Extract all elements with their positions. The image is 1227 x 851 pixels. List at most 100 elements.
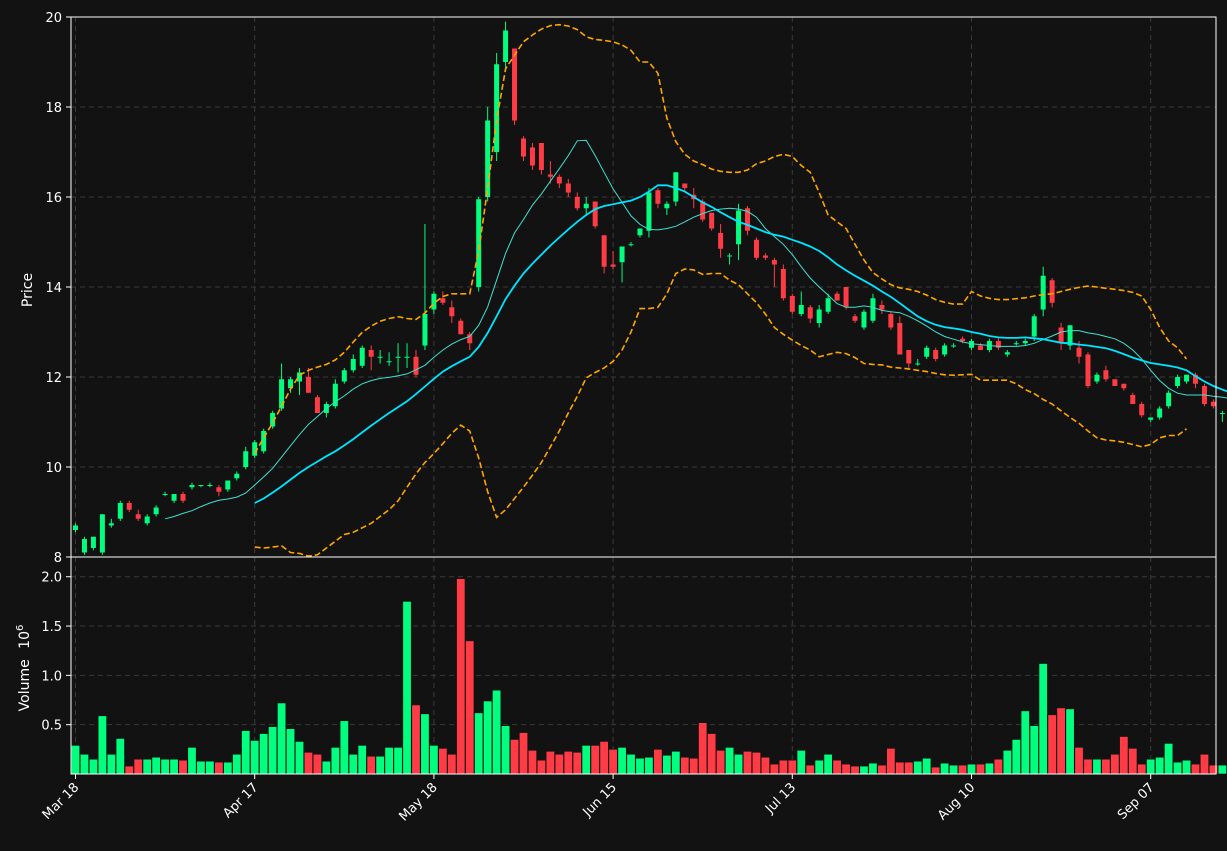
volume-bar (742, 751, 752, 775)
volume-bar (1191, 763, 1201, 775)
volume-bar (241, 730, 251, 775)
svg-text:Volume 106: Volume 106 (15, 625, 33, 712)
volume-bar (877, 764, 887, 775)
volume-bar (608, 749, 618, 775)
candle-body-up (637, 228, 643, 236)
volume-bar (1056, 707, 1066, 775)
volume-bar (590, 745, 600, 775)
candle-body-up (270, 413, 276, 427)
volume-bar (814, 759, 824, 775)
candle-body-up (870, 298, 876, 321)
price-tick-label: 8 (54, 551, 62, 566)
bollinger-upper-line (254, 23, 1188, 454)
candle-body-down (700, 201, 706, 220)
candle-body-up (225, 480, 231, 490)
volume-bar (662, 754, 672, 775)
candle-body-up (359, 347, 365, 366)
volume-bar (384, 747, 394, 775)
candle-body-down (906, 350, 912, 364)
candle-body-up (332, 383, 338, 407)
ma-long-line (254, 184, 1227, 504)
candle-body-down (1103, 370, 1109, 380)
volume-tick-label: 1.0 (41, 669, 62, 684)
volume-bar (931, 766, 941, 775)
volume-bar (169, 758, 179, 775)
volume-bar (984, 762, 994, 775)
volume-bar (993, 758, 1003, 775)
volume-bar (1182, 759, 1192, 775)
volume-bar (796, 750, 806, 775)
volume-bar (214, 761, 224, 775)
volume-bar (97, 715, 107, 775)
volume-bar (626, 753, 636, 775)
candle-body-up (727, 255, 733, 257)
volume-bar (734, 753, 744, 775)
candle-body-up (234, 473, 240, 479)
volume-bar (1137, 763, 1147, 775)
candle-body-up (628, 244, 634, 246)
candle-body-down (135, 514, 141, 519)
candle-body-down (601, 235, 607, 267)
candle-body-down (1112, 379, 1118, 386)
candle-body-down (718, 233, 724, 249)
candle-body-down (610, 264, 616, 267)
candle-body-up (485, 120, 491, 197)
volume-bar (1083, 758, 1093, 775)
volume-bar (321, 760, 331, 775)
candle-body-up (297, 372, 302, 382)
bollinger-lower-line (254, 268, 1187, 557)
volume-axis-label: Volume (17, 659, 33, 711)
volume-bar (474, 712, 484, 775)
volume-bar (492, 689, 502, 775)
candle-body-up (99, 514, 105, 553)
candle-body-down (995, 341, 1001, 348)
volume-bar (402, 601, 412, 775)
candle-body-down (180, 494, 186, 501)
volume-bar (778, 759, 788, 775)
volume-bar (411, 704, 421, 775)
candle-body-down (440, 298, 446, 303)
candle-body-up (476, 199, 482, 287)
volume-bar (886, 748, 896, 775)
volume-bar (187, 747, 197, 775)
volume-bar (330, 747, 340, 775)
volume-bar (859, 765, 869, 775)
volume-bar (456, 578, 466, 775)
candle-body-down (449, 307, 455, 317)
volume-bar (653, 749, 663, 775)
candle-body-up (736, 210, 742, 245)
volume-bar (922, 757, 932, 775)
volume-bar (196, 760, 206, 775)
candle-body-up (153, 507, 159, 515)
candle-body-down (977, 345, 983, 350)
candle-body-up (1219, 413, 1225, 414)
candle-body-up (969, 341, 974, 348)
volume-bar (429, 745, 439, 775)
volume-bar (223, 761, 233, 775)
candle-body-down (745, 208, 750, 231)
candle-body-up (261, 431, 267, 452)
volume-bar (1011, 739, 1021, 775)
candle-body-up (915, 363, 921, 365)
candle-body-down (1130, 395, 1136, 404)
price-tick-label: 10 (45, 461, 62, 476)
volume-bar (823, 753, 833, 775)
volume-bar (1173, 761, 1183, 775)
candle-body-down (1139, 404, 1145, 416)
candle-body-down (1049, 280, 1055, 303)
candle-body-up (1148, 417, 1154, 420)
volume-bar (1092, 758, 1102, 775)
volume-bar (1146, 758, 1156, 775)
candle-body-down (762, 255, 768, 258)
volume-axis-exponent-power: 6 (15, 625, 26, 631)
volume-bar (357, 745, 367, 775)
candle-body-up (825, 298, 831, 312)
candle-body-up (1040, 275, 1046, 310)
candle-body-up (431, 293, 437, 310)
candle-body-down (512, 48, 518, 121)
candle-body-down (467, 334, 473, 344)
candle-body-up (144, 516, 150, 524)
volume-bar (1199, 753, 1209, 775)
volume-bar (133, 758, 143, 775)
